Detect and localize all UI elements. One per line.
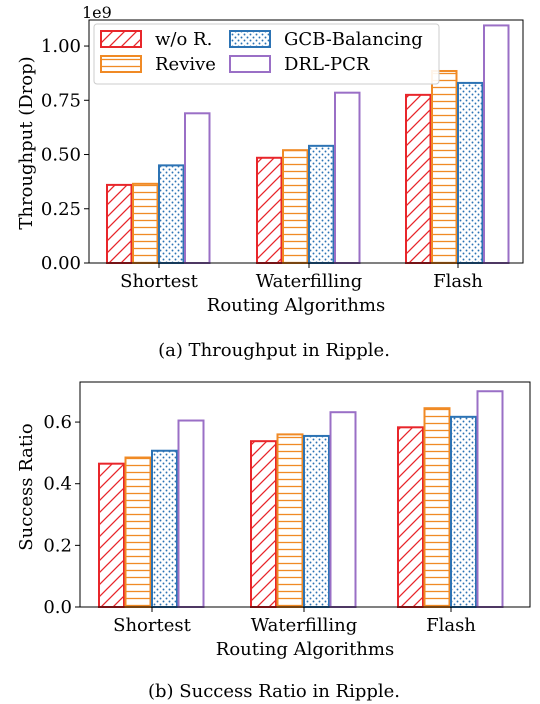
legend-label: DRL-PCR: [284, 54, 370, 75]
y-tick-label: 0.00: [41, 253, 81, 274]
chart-b-axes: 0.0 0.2 0.4 0.6 Shortest Waterfilling Flash: [43, 381, 531, 636]
bar-gcb-balancing-waterfilling: [303, 434, 330, 608]
bar-drl-pcr-waterfilling: [329, 411, 357, 608]
x-tick-label: Waterfilling: [251, 615, 358, 636]
x-tick-label: Flash: [433, 271, 483, 292]
x-tick-label: Shortest: [113, 615, 191, 636]
bar-revive-waterfilling: [282, 149, 309, 264]
bar-drl-pcr-shortest: [184, 112, 211, 264]
legend-label: GCB-Balancing: [284, 29, 423, 50]
x-tick-label: Shortest: [120, 271, 198, 292]
chart-a-axes: 0.00 0.25 0.50 0.75 1.00 Shortest Waterfilling…: [41, 19, 524, 292]
bar-w-o-r--shortest: [106, 183, 133, 264]
bar-revive-flash: [423, 407, 451, 609]
legend-swatch-revive: [100, 55, 142, 73]
chart-a-ylabel: Throughput (Drop): [16, 56, 37, 229]
chart-b-bars: [98, 390, 504, 609]
bar-gcb-balancing-flash: [457, 81, 484, 264]
legend-swatch-w-o-r-: [100, 30, 142, 48]
bar-w-o-r--waterfilling: [250, 440, 277, 608]
bar-revive-shortest: [124, 456, 152, 608]
y-tick-label: 0.6: [43, 412, 72, 433]
y-tick-label: 0.25: [41, 199, 81, 220]
legend-box: [93, 23, 440, 85]
bar-gcb-balancing-flash: [450, 415, 477, 608]
bar-w-o-r--flash: [397, 426, 424, 609]
legend-label: w/o R.: [155, 29, 212, 50]
chart-b-caption: (b) Success Ratio in Ripple.: [148, 681, 400, 702]
chart-a-caption: (a) Throughput in Ripple.: [158, 340, 390, 361]
bar-gcb-balancing-shortest: [151, 449, 178, 608]
x-tick-label: Waterfilling: [256, 271, 363, 292]
y-tick-label: 1.00: [41, 36, 81, 57]
y-tick-label: 0.75: [41, 90, 81, 111]
chart-throughput: 1e9 Throughput (Drop) 0.00 0.25 0.50 0.75 1.…: [16, 3, 524, 361]
bar-revive-shortest: [132, 182, 159, 264]
x-tick-label: Flash: [426, 615, 476, 636]
legend-label: Revive: [155, 54, 216, 75]
bar-w-o-r--waterfilling: [256, 156, 283, 264]
bar-revive-flash: [431, 69, 458, 265]
legend-swatch-drl-pcr: [229, 55, 271, 73]
y-tick-label: 0.4: [43, 474, 72, 495]
bar-revive-waterfilling: [276, 433, 304, 608]
axes-frame: [88, 19, 524, 264]
chart-a-xlabel: Routing Algorithms: [207, 295, 385, 316]
bar-drl-pcr-flash: [476, 390, 504, 608]
y-tick-label: 0.2: [43, 535, 72, 556]
legend-swatch-gcb-balancing: [229, 30, 271, 48]
bar-drl-pcr-waterfilling: [334, 91, 361, 265]
y-tick-label: 0.50: [41, 145, 81, 166]
bar-gcb-balancing-shortest: [158, 164, 185, 264]
y-tick-label: 0.0: [43, 597, 72, 618]
axes-frame: [79, 381, 531, 608]
chart-a-offset-label: 1e9: [82, 3, 112, 22]
chart-success-ratio: Success Ratio 0.0 0.2 0.4 0.6 Shortest Waterf…: [16, 381, 531, 702]
chart-b-xlabel: Routing Algorithms: [216, 639, 394, 660]
bar-w-o-r--flash: [405, 93, 432, 264]
bar-drl-pcr-flash: [483, 24, 510, 265]
bar-drl-pcr-shortest: [177, 419, 205, 608]
chart-b-ylabel: Success Ratio: [16, 423, 37, 550]
bar-w-o-r--shortest: [98, 462, 125, 608]
chart-a-legend: w/o R. Revive GCB-Balancing DRL-PCR: [93, 23, 440, 85]
bar-gcb-balancing-waterfilling: [308, 144, 335, 264]
